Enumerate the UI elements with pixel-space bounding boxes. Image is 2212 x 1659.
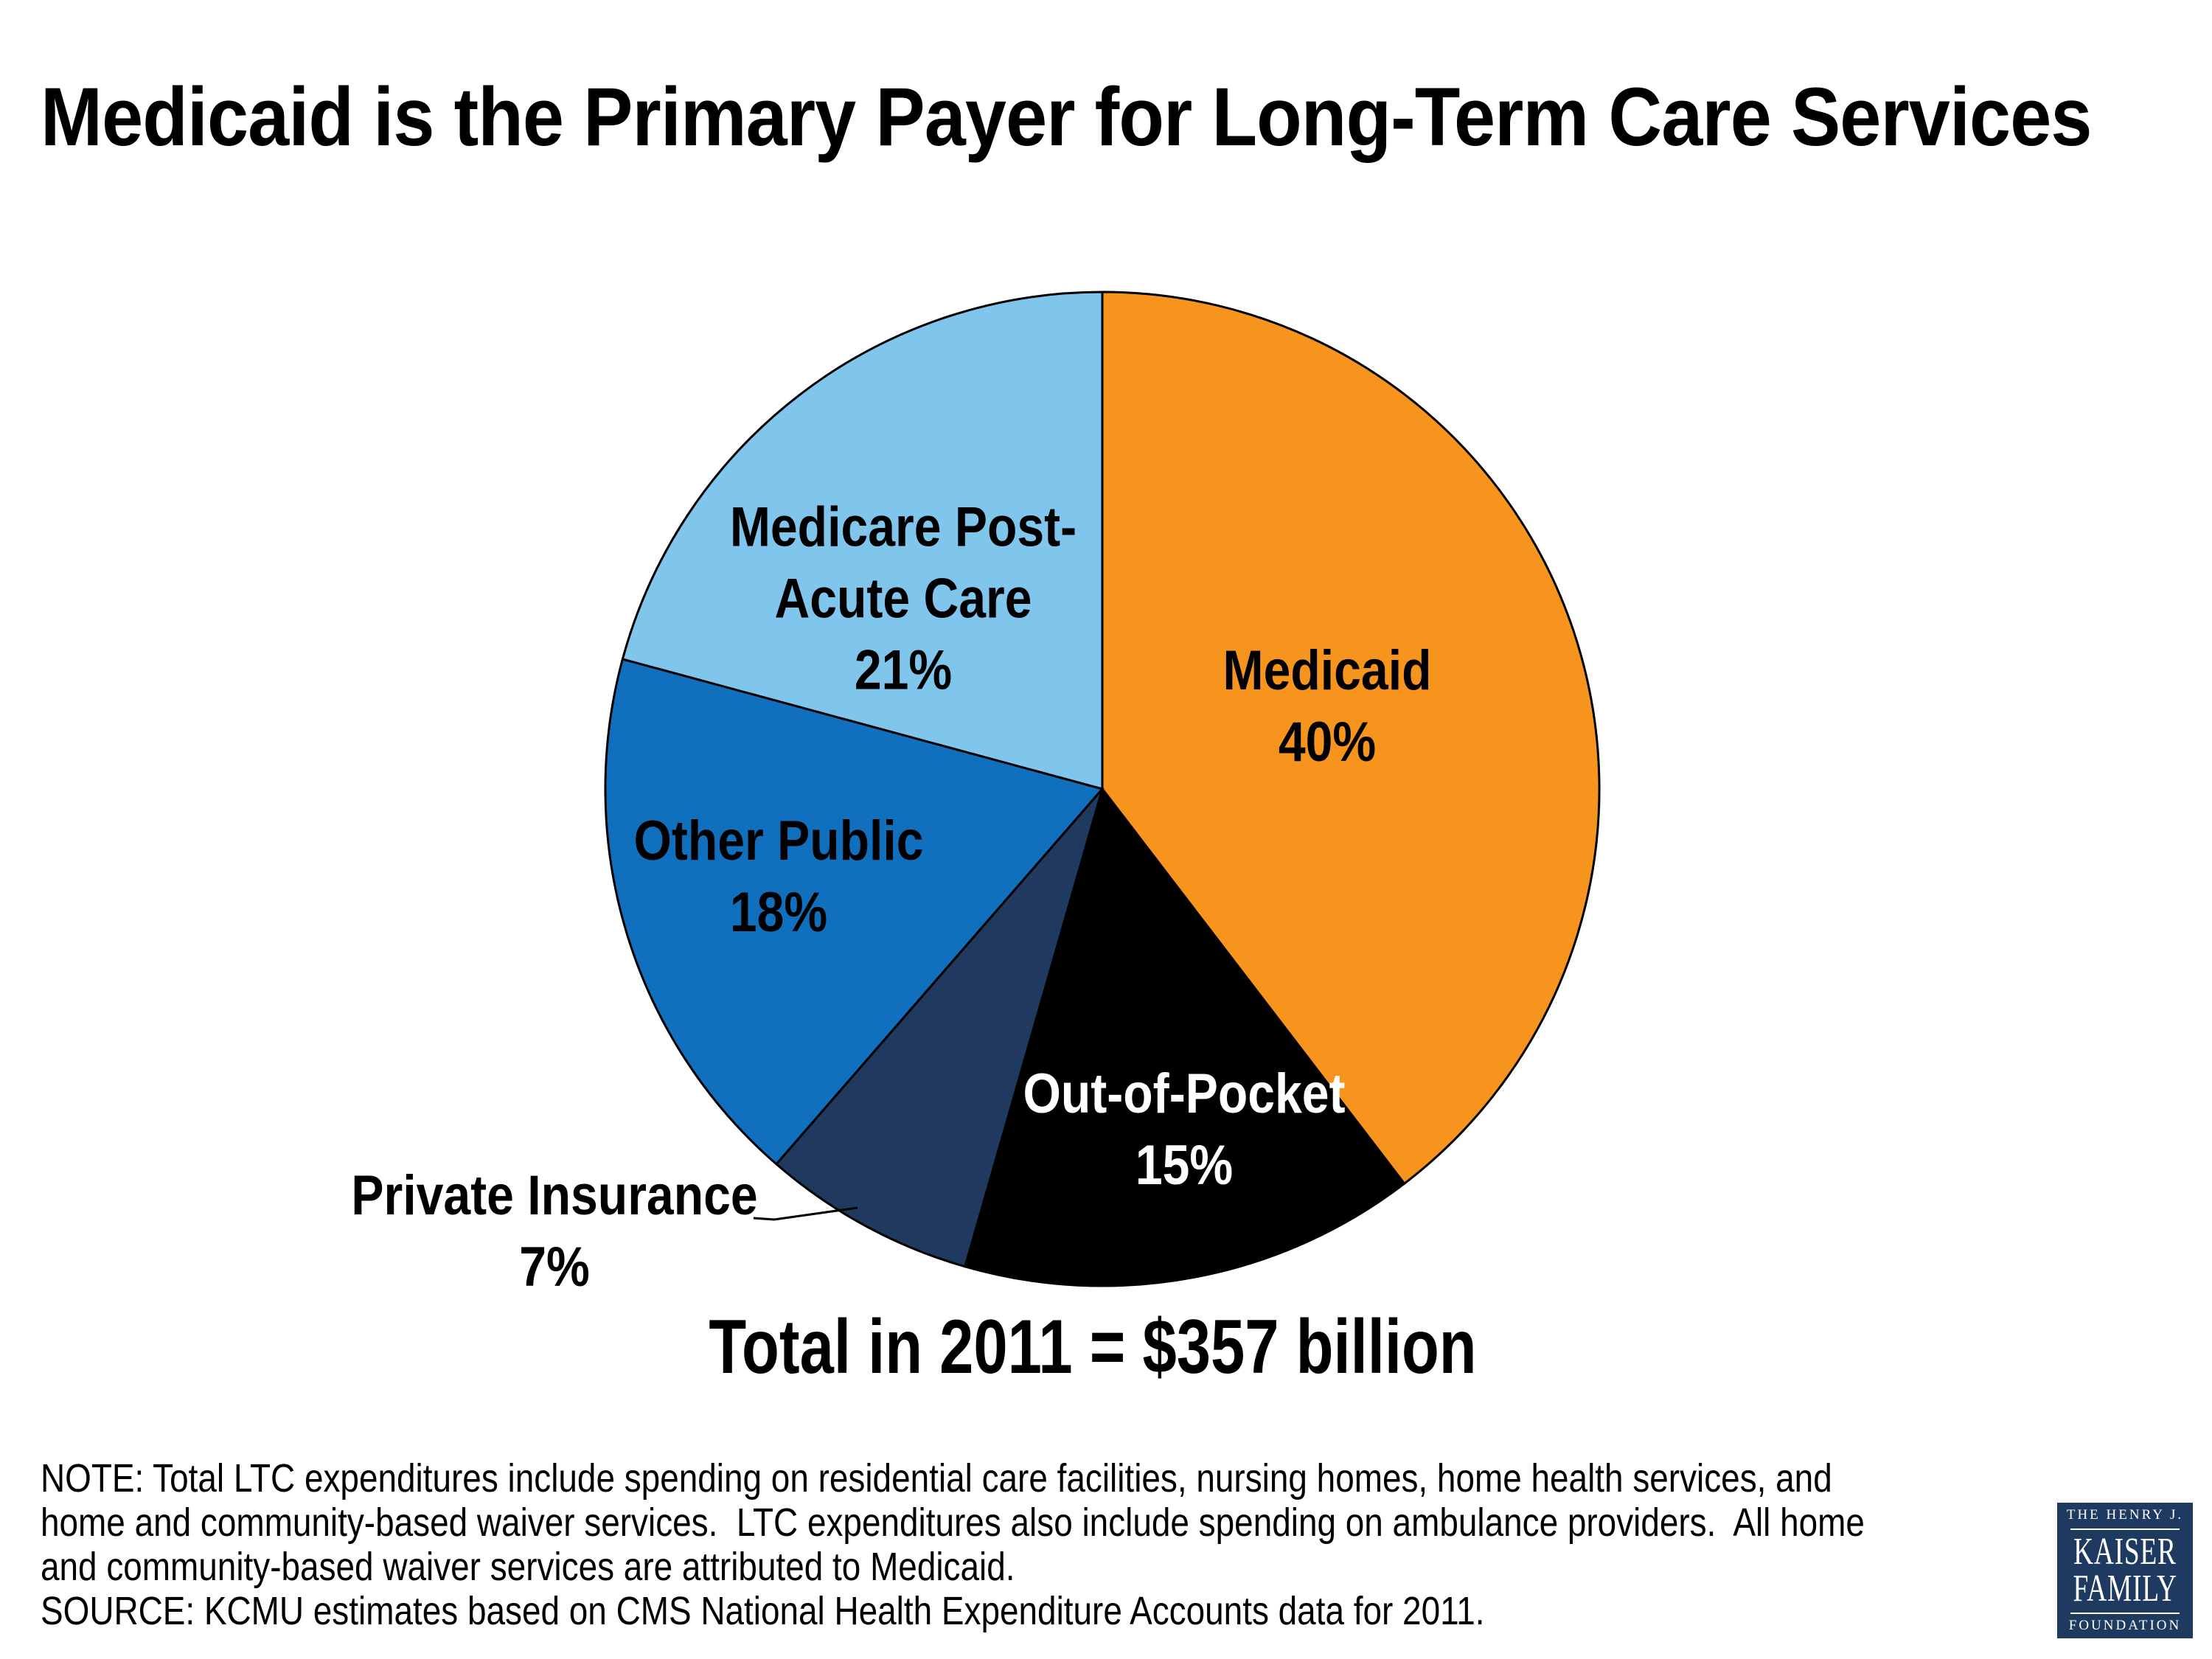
slice-label-private-insurance-name: Private Insurance [351,1164,758,1227]
note-line-2: home and community-based waiver services… [41,1500,1865,1545]
pie-slice-medicare-post-acute [621,291,1104,790]
logo-divider-bottom [2070,1613,2180,1614]
note-line-3: and community-based waiver services are … [41,1545,1015,1589]
pie-slice-medicaid [1101,291,1601,1186]
kff-logo-top-text: THE HENRY J. [2066,1507,2184,1523]
slice-label-other-public-name: Other Public [633,810,924,872]
source-line: SOURCE: KCMU estimates based on CMS Nati… [41,1589,1485,1633]
slice-label-out-of-pocket: Out-of-Pocket 15% [1023,1058,1345,1201]
logo-divider-top [2070,1528,2180,1530]
kff-logo: THE HENRY J. KAISER FAMILY FOUNDATION [2057,1503,2193,1638]
page-title: Medicaid is the Primary Payer for Long-T… [41,71,2092,164]
slice-label-medicare-post-acute-name: Medicare Post- [729,495,1077,559]
slice-label-other-public-value: 18% [729,881,828,944]
slice-label-medicaid-name: Medicaid [1222,639,1432,702]
slice-label-private-insurance-value: 7% [519,1236,590,1298]
total-label: Total in 2011 = $357 billion [709,1304,1477,1390]
pie-slices [604,291,1601,1287]
kff-logo-bottom-text: FOUNDATION [2068,1618,2182,1633]
pie-slice-private-insurance [774,788,1104,1268]
slice-label-out-of-pocket-name: Out-of-Pocket [1023,1062,1346,1125]
leader-line-private-insurance [753,1206,858,1221]
slice-label-medicare-post-acute-name2: Acute Care [774,567,1032,630]
pie-slice-out-of-pocket [963,786,1406,1287]
slice-label-medicare-post-acute-value: 21% [854,639,953,702]
note-block: NOTE: Total LTC expenditures include spe… [41,1456,1865,1633]
slice-label-out-of-pocket-value: 15% [1135,1134,1234,1197]
slice-label-medicare-post-acute: Medicare Post- Acute Care 21% [730,492,1077,706]
kff-logo-family: FAMILY [2073,1568,2177,1610]
note-line-1: NOTE: Total LTC expenditures include spe… [41,1456,1832,1500]
slice-label-private-insurance: Private Insurance 7% [351,1160,757,1303]
slice-label-medicaid-value: 40% [1278,711,1377,773]
slice-label-medicaid: Medicaid 40% [1223,635,1432,778]
pie-slice-other-public [604,658,1105,1166]
slice-label-other-public: Other Public 18% [633,805,923,948]
kff-logo-kaiser: KAISER [2073,1531,2177,1573]
